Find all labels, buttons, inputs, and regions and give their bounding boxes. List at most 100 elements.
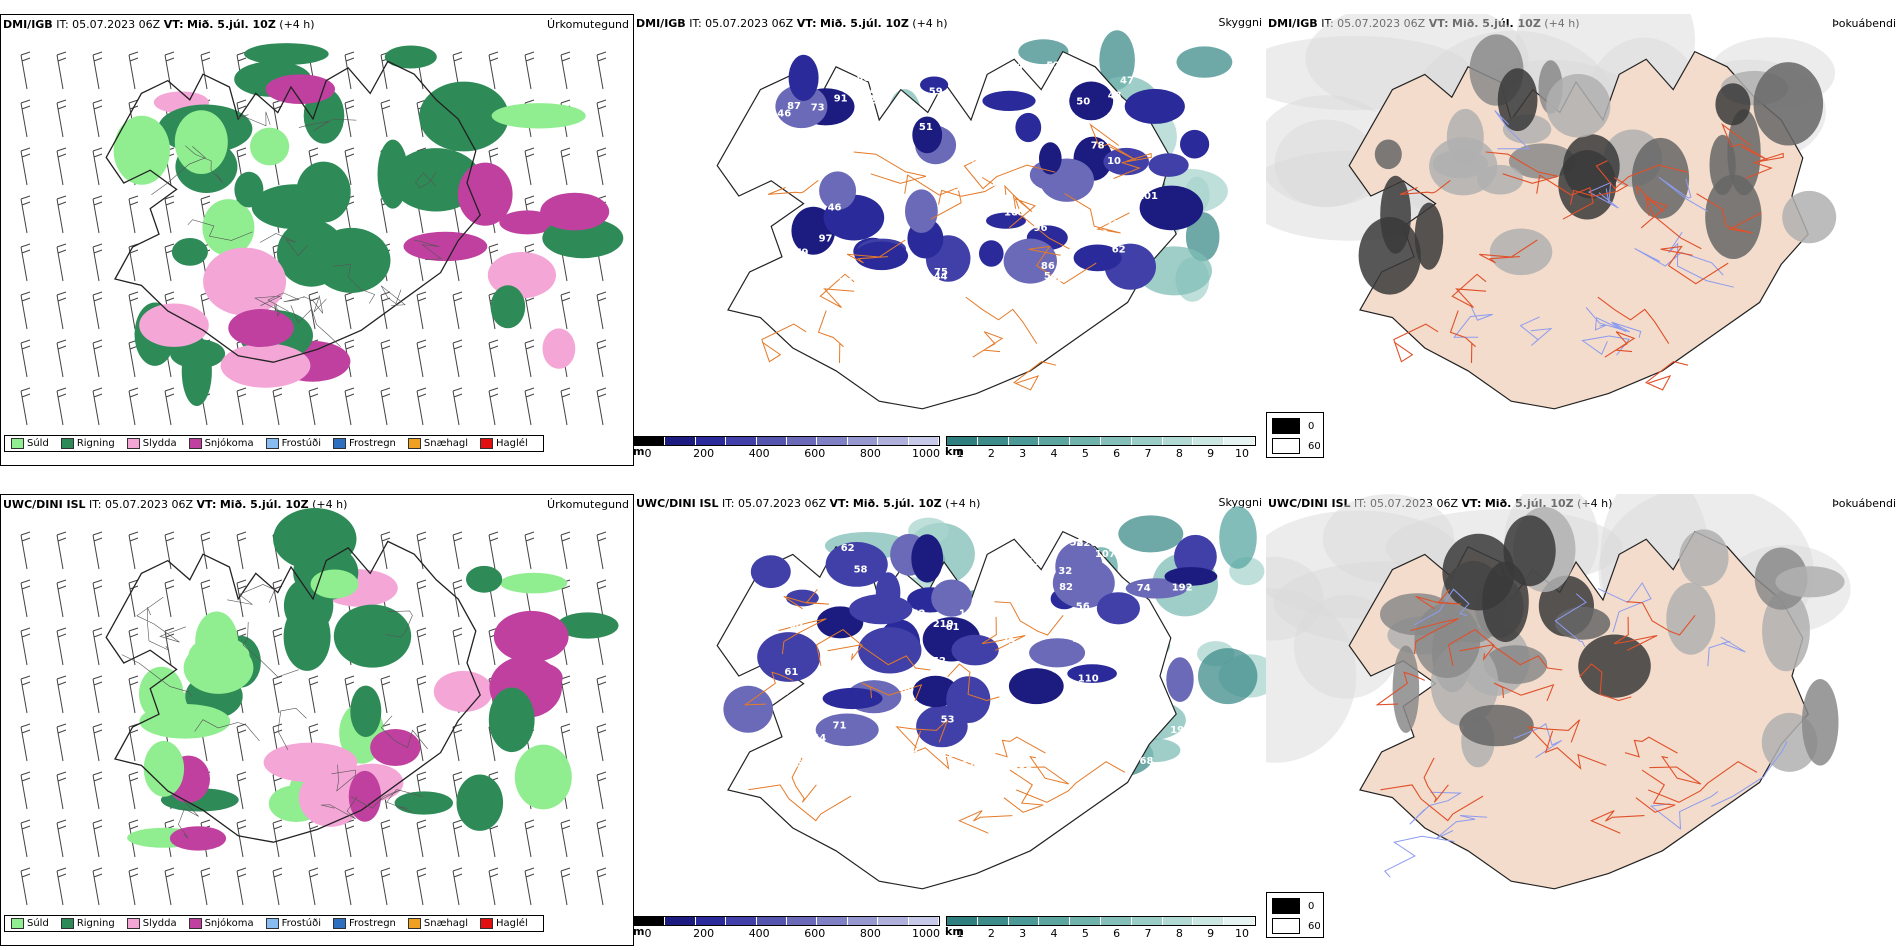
wind-barb-icon [272,675,283,714]
colorbar-tick-label: 2 [987,447,995,460]
legend-item: Súld [11,918,49,929]
wind-barb-icon [20,339,31,378]
colorbar-cell [1224,437,1255,445]
fog-land-area [1762,590,1810,672]
legend-item: Snæhagl [407,918,468,929]
wind-barb-icon [92,147,103,186]
ceiling-area [905,189,938,233]
wind-barb-icon [596,723,607,762]
precip-area [557,612,619,639]
precip-area [169,826,227,851]
precip-area [181,335,212,406]
ceiling-value-label: 192 [1172,583,1193,594]
colorbar-cell [977,437,1009,445]
ceiling-value-label: 58 [1070,537,1084,548]
colorbar-cell [1162,917,1194,925]
precip-map [20,43,624,426]
fog-legend-item: 0 [1272,898,1314,914]
ceiling-value-label: 78 [1091,141,1105,152]
wind-barb-icon [452,867,463,906]
wind-barb-icon [56,771,67,810]
precip-area [188,636,250,677]
wind-barb-icon [128,627,139,666]
wind-barb-icon [416,675,427,714]
ceiling-value-label: 62 [841,543,855,554]
wind-barb-icon [452,387,463,426]
legend-label: Frostúði [281,438,321,449]
fog-land-area [1578,634,1651,698]
wind-barb-icon [596,819,607,858]
colorbar-tick-label: 8 [1175,927,1183,940]
ceiling-value-label: 44 [1037,732,1051,743]
wind-barb-icon [236,723,247,762]
colorbar-tick-label: 800 [859,927,881,940]
ceiling-value-label: 50 [1076,97,1090,108]
ceiling-area [1039,142,1062,175]
colorbar-cell [847,437,879,445]
ceiling-area [951,634,999,666]
legend-item: Frostúði [265,918,321,929]
fog-land-area [1374,139,1402,170]
precip-legend: Súld Rigning Slydda Snjókoma Frostúði Frostre… [4,435,544,452]
colorbar-cell [1162,437,1194,445]
fog-land-area [1459,704,1534,747]
wind-barb-icon [416,339,427,378]
precip-legend: Súld Rigning Slydda Snjókoma Frostúði Frostre… [4,915,544,932]
visibility-area [1198,648,1258,705]
precip-area [370,729,421,766]
ceiling-value-label: 46 [828,203,842,214]
wind-barb-icon [20,51,31,90]
wind-barb-icon [308,675,319,714]
wind-barb-icon [272,867,283,906]
wind-barb-icon [164,51,175,90]
precip-map [20,508,619,906]
legend-swatch [407,438,421,449]
ceiling-value-label: 54 [1044,271,1058,282]
ceiling-value-label: 45 [1005,654,1019,665]
colorbar-cell [787,917,818,925]
legend-label: Slydda [142,918,177,929]
fog-legend-label: 0 [1308,900,1315,912]
legend-swatch [60,918,74,929]
legend-swatch [265,918,279,929]
fog-land-area [1666,582,1716,655]
ceiling-value-label: 101 [1137,191,1158,202]
ceiling-value-label: 10 [1107,156,1121,167]
legend-swatch [333,438,346,449]
ceiling-area [1148,153,1189,177]
fog-legend-item: 60 [1272,918,1321,934]
fog-panel-bottom: UWC/DINI ISL IT: 05.07.2023 06Z VT: Mið.… [1266,494,1900,946]
ceiling-value-label: 80 [1050,274,1064,285]
ceiling-area [1015,112,1042,143]
visibility-area [1185,212,1220,262]
wind-barb-icon [560,867,571,906]
fog-land-area [1489,228,1553,276]
ceiling-value-label: 48 [1134,176,1148,187]
fog-land-area [1782,190,1837,244]
wind-barb-icon [20,723,31,762]
visibility-area [1099,30,1135,90]
wind-barb-icon [128,723,139,762]
visibility-area [1176,46,1233,78]
wind-barb-icon [380,531,391,570]
wind-barb-icon [20,627,31,666]
legend-swatch [126,438,140,449]
wind-barb-icon [380,819,391,858]
precip-panel-top: DMI/IGB IT: 05.07.2023 06Z VT: Mið. 5.jú… [0,14,634,466]
wind-barb-icon [56,147,67,186]
ceiling-area [788,54,819,101]
ceiling-value-label: 76 [899,153,913,164]
wind-barb-icon [452,339,463,378]
wind-barb-icon [164,867,175,906]
fog-land-area [1477,164,1524,195]
wind-barb-icon [92,339,103,378]
wind-barb-icon [92,243,103,282]
ceiling-value-label: 61 [784,667,798,678]
ceiling-area [982,90,1036,111]
precip-area [394,791,453,815]
legend-item: Rigning [60,438,115,449]
legend-item: Frostregn [333,918,396,929]
legend-label: Súld [27,918,49,929]
ceiling-value-label: 86 [861,274,875,285]
precip-area [139,303,209,347]
